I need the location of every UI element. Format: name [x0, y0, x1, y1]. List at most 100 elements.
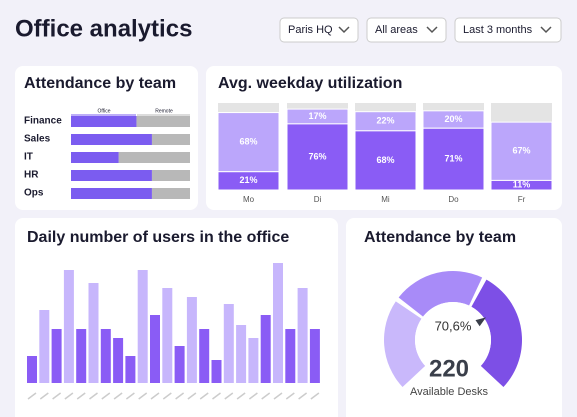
day-bar — [309, 329, 320, 383]
day-bar — [260, 315, 271, 383]
day-bar — [100, 329, 111, 383]
dropdown[interactable] — [366, 17, 447, 43]
day-bar — [137, 270, 148, 383]
remote-bar — [151, 188, 190, 199]
bottom-segment — [422, 127, 485, 191]
card-title: Attendance by team — [24, 75, 176, 92]
day-label: Mo — [243, 195, 255, 204]
team-label: Sales — [24, 134, 51, 145]
bottom-segment — [490, 179, 553, 191]
office-bar — [71, 116, 137, 127]
gauge-segment — [471, 279, 522, 388]
axis-tick — [298, 392, 308, 400]
day-bar — [162, 288, 173, 383]
segment-label: 22% — [376, 116, 394, 126]
filter[interactable]: Last 3 months — [454, 17, 562, 43]
axis-tick — [150, 392, 160, 400]
day-bar — [174, 346, 185, 383]
remote-bar — [136, 116, 190, 127]
gauge-center — [415, 302, 491, 378]
day-label: Fr — [518, 195, 526, 204]
axis-tick — [52, 392, 62, 400]
axis-tick — [27, 392, 37, 400]
axis-tick — [64, 392, 74, 400]
gauge-segment — [398, 271, 483, 317]
day-bar — [285, 329, 296, 383]
team-label: HR — [24, 170, 39, 181]
day-label: Di — [314, 195, 322, 204]
gauge-value: 70,6% — [435, 318, 472, 333]
dropdown-label[interactable]: All areas — [375, 24, 418, 36]
legend-label: Office — [98, 108, 111, 114]
bottom-segment — [354, 130, 417, 191]
filter[interactable]: Paris HQ — [279, 17, 359, 43]
card-title: Attendance by team — [364, 229, 516, 246]
chevron — [338, 26, 350, 34]
axis-tick — [212, 392, 221, 400]
day-bar — [39, 310, 50, 383]
card-title: Avg. weekday utilization — [218, 75, 402, 92]
axis-tick — [224, 392, 234, 400]
segment-label: 20% — [444, 114, 462, 124]
segment-label: 68% — [376, 155, 394, 165]
day-bar — [273, 263, 283, 383]
page-title: Office analytics — [15, 15, 192, 42]
day-bar — [125, 356, 136, 383]
day-bar — [27, 356, 37, 383]
axis-tick — [89, 392, 98, 400]
top-segment — [490, 121, 553, 181]
dropdown-label[interactable]: Paris HQ — [288, 24, 333, 36]
axis-tick — [199, 392, 209, 400]
day-bar — [236, 325, 247, 383]
axis-tick — [162, 392, 172, 400]
gauge-segment — [384, 301, 426, 388]
segment-label: 67% — [512, 146, 530, 156]
office-bar — [71, 134, 152, 145]
segment-label: 68% — [239, 137, 257, 147]
day-bar — [297, 288, 308, 383]
gauge-pointer — [475, 317, 487, 327]
segment-label: 76% — [308, 151, 326, 161]
desks-count: 220 — [429, 355, 469, 382]
legend-label: Remote — [155, 108, 173, 114]
day-bar — [51, 329, 62, 383]
day-bar — [76, 329, 87, 383]
desks-label: Available Desks — [410, 386, 489, 398]
remote-bar — [151, 134, 190, 145]
day-bar — [88, 283, 99, 383]
chevron — [426, 26, 438, 34]
day-bar — [223, 304, 234, 383]
filter[interactable]: All areas — [366, 17, 447, 43]
day-label: Do — [448, 195, 459, 204]
dropdown-label[interactable]: Last 3 months — [463, 24, 533, 36]
axis-tick — [261, 392, 271, 400]
day-bar — [199, 329, 210, 383]
axis-tick — [236, 392, 246, 400]
axis-tick — [310, 392, 320, 400]
day-bar — [113, 338, 124, 383]
segment-label: 71% — [444, 153, 462, 163]
remote-bar — [118, 152, 190, 163]
axis-tick — [248, 392, 258, 400]
dropdown[interactable] — [454, 17, 562, 43]
axis-tick — [285, 392, 295, 400]
axis-tick — [125, 392, 135, 400]
team-label: Finance — [24, 116, 62, 127]
day-bar — [211, 360, 222, 383]
axis-tick — [76, 392, 86, 400]
team-label: Ops — [24, 188, 44, 199]
office-bar — [71, 188, 152, 199]
axis-tick — [113, 392, 123, 400]
card-title: Daily number of users in the office — [27, 229, 289, 246]
office-bar — [71, 152, 119, 163]
dropdown[interactable] — [279, 17, 359, 43]
day-bar — [150, 315, 160, 383]
day-bar — [248, 338, 259, 383]
segment-label: 21% — [239, 175, 257, 185]
card — [15, 218, 338, 417]
axis-tick — [138, 392, 148, 400]
segment-label: 11% — [513, 180, 531, 190]
office-bar — [71, 170, 152, 181]
